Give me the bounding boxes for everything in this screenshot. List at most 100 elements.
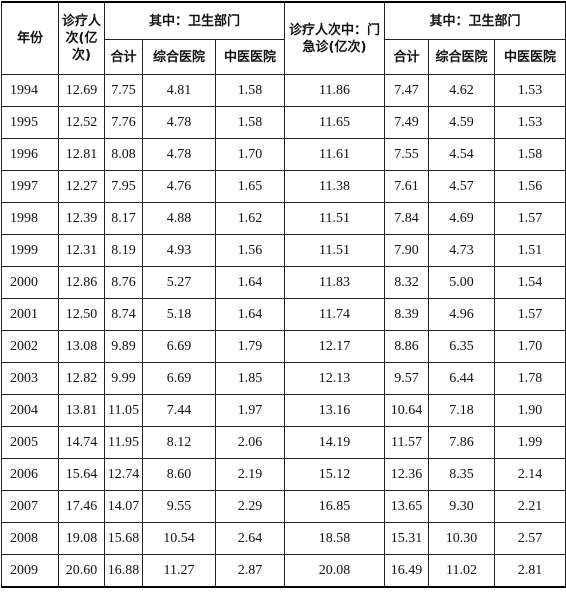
value-cell: 18.58 — [284, 522, 385, 555]
value-cell: 11.27 — [142, 554, 216, 588]
value-cell: 2.29 — [215, 490, 285, 523]
table-row: 2007 17.46 14.07 9.55 2.29 16.85 13.65 9.30 2.21 — [1, 490, 566, 523]
value-cell: 13.81 — [58, 394, 105, 427]
year-cell: 1995 — [1, 106, 59, 139]
header-cell: 综合医院 — [428, 39, 495, 75]
value-cell: 1.57 — [494, 202, 566, 235]
year-cell: 2006 — [1, 458, 59, 491]
value-cell: 9.99 — [104, 362, 143, 395]
value-cell: 7.95 — [104, 170, 143, 203]
value-cell: 4.93 — [142, 234, 216, 267]
value-cell: 7.18 — [428, 394, 495, 427]
year-cell: 1997 — [1, 170, 59, 203]
header-cell: 合计 — [384, 39, 429, 75]
value-cell: 8.76 — [104, 266, 143, 299]
table-body: 1994 12.69 7.75 4.81 1.58 11.86 7.47 4.62 1.53 19… — [1, 74, 566, 588]
value-cell: 4.88 — [142, 202, 216, 235]
value-cell: 11.05 — [104, 394, 143, 427]
value-cell: 9.30 — [428, 490, 495, 523]
value-cell: 1.99 — [494, 426, 566, 459]
value-cell: 1.62 — [215, 202, 285, 235]
header-cell: 年份 — [1, 1, 59, 75]
value-cell: 12.31 — [58, 234, 105, 267]
value-cell: 7.49 — [384, 106, 429, 139]
value-cell: 11.51 — [284, 202, 385, 235]
value-cell: 11.02 — [428, 554, 495, 588]
value-cell: 11.86 — [284, 74, 385, 107]
value-cell: 11.51 — [284, 234, 385, 267]
value-cell: 14.07 — [104, 490, 143, 523]
value-cell: 6.69 — [142, 362, 216, 395]
value-cell: 11.95 — [104, 426, 143, 459]
header-cell: 中医医院 — [215, 39, 285, 75]
value-cell: 2.81 — [494, 554, 566, 588]
value-cell: 1.97 — [215, 394, 285, 427]
value-cell: 14.74 — [58, 426, 105, 459]
value-cell: 10.64 — [384, 394, 429, 427]
year-cell: 1996 — [1, 138, 59, 171]
value-cell: 7.47 — [384, 74, 429, 107]
value-cell: 16.85 — [284, 490, 385, 523]
value-cell: 11.57 — [384, 426, 429, 459]
value-cell: 1.51 — [494, 234, 566, 267]
value-cell: 2.57 — [494, 522, 566, 555]
year-cell: 2000 — [1, 266, 59, 299]
value-cell: 4.69 — [428, 202, 495, 235]
value-cell: 11.83 — [284, 266, 385, 299]
value-cell: 12.52 — [58, 106, 105, 139]
value-cell: 5.18 — [142, 298, 216, 331]
table-row: 2001 12.50 8.74 5.18 1.64 11.74 8.39 4.96 1.57 — [1, 298, 566, 331]
value-cell: 17.46 — [58, 490, 105, 523]
value-cell: 7.84 — [384, 202, 429, 235]
year-cell: 2008 — [1, 522, 59, 555]
value-cell: 1.54 — [494, 266, 566, 299]
value-cell: 1.58 — [215, 74, 285, 107]
value-cell: 1.78 — [494, 362, 566, 395]
header-cell: 诊疗人次(亿次) — [58, 1, 105, 75]
value-cell: 1.70 — [215, 138, 285, 171]
value-cell: 1.79 — [215, 330, 285, 363]
year-cell: 2009 — [1, 554, 59, 588]
value-cell: 8.39 — [384, 298, 429, 331]
value-cell: 12.36 — [384, 458, 429, 491]
table-row: 1999 12.31 8.19 4.93 1.56 11.51 7.90 4.73 1.51 — [1, 234, 566, 267]
table-row: 2000 12.86 8.76 5.27 1.64 11.83 8.32 5.00 1.54 — [1, 266, 566, 299]
value-cell: 4.73 — [428, 234, 495, 267]
value-cell: 7.55 — [384, 138, 429, 171]
value-cell: 11.65 — [284, 106, 385, 139]
value-cell: 1.56 — [215, 234, 285, 267]
value-cell: 4.78 — [142, 106, 216, 139]
value-cell: 20.60 — [58, 554, 105, 588]
value-cell: 12.82 — [58, 362, 105, 395]
value-cell: 4.59 — [428, 106, 495, 139]
value-cell: 7.61 — [384, 170, 429, 203]
value-cell: 13.65 — [384, 490, 429, 523]
value-cell: 2.19 — [215, 458, 285, 491]
year-cell: 2003 — [1, 362, 59, 395]
value-cell: 19.08 — [58, 522, 105, 555]
table-row: 1994 12.69 7.75 4.81 1.58 11.86 7.47 4.62 1.53 — [1, 74, 566, 107]
header-cell: 中医医院 — [494, 39, 566, 75]
value-cell: 1.64 — [215, 266, 285, 299]
table-row: 1998 12.39 8.17 4.88 1.62 11.51 7.84 4.69 1.57 — [1, 202, 566, 235]
value-cell: 12.17 — [284, 330, 385, 363]
value-cell: 1.58 — [215, 106, 285, 139]
value-cell: 4.76 — [142, 170, 216, 203]
value-cell: 8.74 — [104, 298, 143, 331]
value-cell: 8.19 — [104, 234, 143, 267]
value-cell: 12.86 — [58, 266, 105, 299]
year-cell: 2002 — [1, 330, 59, 363]
table-row: 1995 12.52 7.76 4.78 1.58 11.65 7.49 4.59 1.53 — [1, 106, 566, 139]
value-cell: 20.08 — [284, 554, 385, 588]
table-row: 2005 14.74 11.95 8.12 2.06 14.19 11.57 7.86 1.99 — [1, 426, 566, 459]
value-cell: 10.30 — [428, 522, 495, 555]
table-row: 2006 15.64 12.74 8.60 2.19 15.12 12.36 8.35 2.14 — [1, 458, 566, 491]
header-cell: 其中：卫生部门 — [104, 1, 285, 40]
value-cell: 13.08 — [58, 330, 105, 363]
value-cell: 5.00 — [428, 266, 495, 299]
value-cell: 7.44 — [142, 394, 216, 427]
value-cell: 2.21 — [494, 490, 566, 523]
value-cell: 6.35 — [428, 330, 495, 363]
value-cell: 12.27 — [58, 170, 105, 203]
value-cell: 6.44 — [428, 362, 495, 395]
